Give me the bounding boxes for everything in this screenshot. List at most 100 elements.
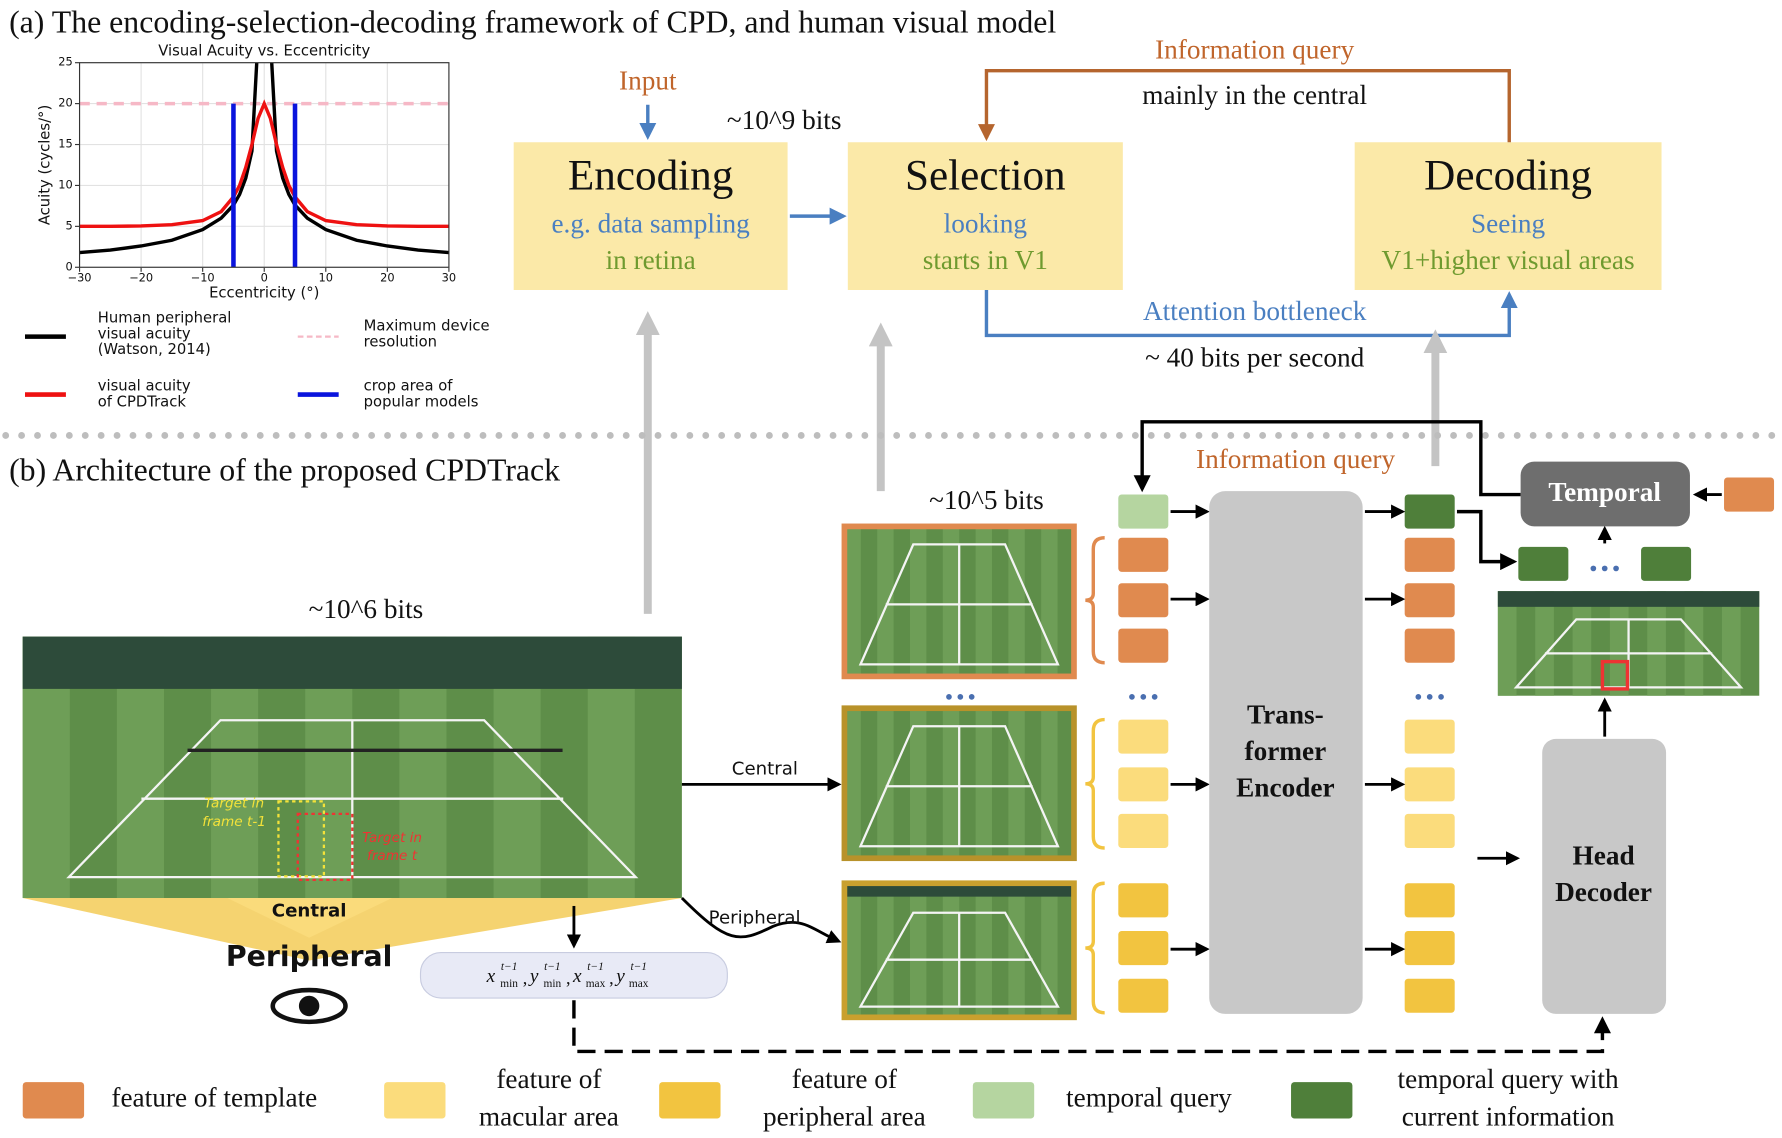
legend-label: popular models xyxy=(364,394,479,411)
coord-sep: , xyxy=(523,968,528,988)
result-box xyxy=(1600,659,1630,691)
court-stripe xyxy=(877,526,894,677)
query-arrow xyxy=(977,68,1511,143)
token xyxy=(1724,477,1775,512)
temporal-label: Temporal xyxy=(1548,477,1661,507)
coords-box xyxy=(419,951,728,999)
ellipsis-dot xyxy=(957,694,964,700)
ellipsis-dot xyxy=(946,694,952,700)
token xyxy=(1118,930,1169,966)
brace xyxy=(1085,717,1105,850)
encoder-label: Trans- xyxy=(1247,700,1324,730)
court-stripe xyxy=(1535,591,1554,696)
coord-var: y xyxy=(528,966,539,987)
ellipsis-dot xyxy=(1151,694,1158,700)
court-stripe xyxy=(1008,883,1025,1018)
legend-label: (Watson, 2014) xyxy=(98,341,211,358)
coord-var: y xyxy=(614,966,625,987)
y-tick-label: 5 xyxy=(66,218,73,232)
ellipsis-dot xyxy=(1601,565,1608,572)
coord-sup: t−1 xyxy=(501,961,518,973)
court-stripe xyxy=(1041,526,1058,677)
crop-frame xyxy=(841,880,1077,1021)
court-stripe xyxy=(844,883,861,1018)
token xyxy=(1404,883,1455,918)
token xyxy=(1118,978,1169,1013)
ellipsis-dot xyxy=(968,694,975,700)
coord-sep: , xyxy=(609,968,614,988)
coord-sup: t−1 xyxy=(587,961,604,973)
token xyxy=(1404,537,1455,572)
temporal-box xyxy=(1520,461,1690,527)
legend-label: temporal query with xyxy=(1398,1064,1619,1094)
decoder-box xyxy=(1542,738,1667,1014)
box-text: in retina xyxy=(606,245,696,275)
data-line xyxy=(270,62,449,255)
encoder-label: Encoder xyxy=(1236,772,1334,802)
crop-frame xyxy=(841,523,1077,680)
target-label: Target in xyxy=(204,796,264,812)
x-tick-label: −10 xyxy=(191,271,215,285)
y-tick-label: 10 xyxy=(58,177,72,191)
court-lines xyxy=(858,911,1060,1008)
legend-swatch xyxy=(1291,1082,1353,1119)
ellipsis-dot xyxy=(1438,694,1444,700)
token xyxy=(1404,494,1455,529)
branch-label: Peripheral xyxy=(709,907,801,928)
box-title: Encoding xyxy=(568,153,733,200)
query-label: Information query xyxy=(1196,444,1395,474)
token xyxy=(1118,767,1169,802)
x-tick-label: 0 xyxy=(261,271,268,285)
coord-sup: t−1 xyxy=(544,961,561,973)
branch-label: Central xyxy=(732,759,798,780)
section-title: (a) The encoding-selection-decoding fram… xyxy=(9,4,1056,39)
brace xyxy=(1085,536,1105,665)
court-stands xyxy=(22,636,682,689)
court-stripe xyxy=(975,708,992,859)
decoder-label: Decoder xyxy=(1555,877,1652,907)
court-stripe xyxy=(942,526,960,677)
legend-label: resolution xyxy=(364,333,437,350)
encoder-box xyxy=(1209,491,1363,1014)
token xyxy=(1118,719,1169,754)
coord-sub: min xyxy=(500,978,518,990)
target-box xyxy=(277,800,326,878)
court-stripe xyxy=(942,708,960,859)
section-title: (b) Architecture of the proposed CPDTrac… xyxy=(9,452,560,487)
bits-label: ~10^5 bits xyxy=(929,485,1044,515)
box-text: e.g. data sampling xyxy=(551,209,750,239)
court-stands xyxy=(1497,591,1760,607)
box-title: Selection xyxy=(905,153,1066,200)
court-stripe xyxy=(844,526,861,677)
coord-sup: t−1 xyxy=(630,961,647,973)
court-stripe xyxy=(877,883,894,1018)
decoding-box xyxy=(1354,142,1662,290)
ellipsis-dot xyxy=(1590,565,1597,572)
crop-frame xyxy=(841,705,1077,862)
target-box xyxy=(296,812,354,881)
ellipsis-dot xyxy=(1613,565,1619,572)
court-stripe xyxy=(877,708,894,859)
token xyxy=(1404,813,1455,849)
court-stripe xyxy=(909,883,927,1018)
target-label: frame t xyxy=(367,848,418,864)
box-text: V1+higher visual areas xyxy=(1382,245,1635,275)
token xyxy=(1404,767,1455,802)
court-stripe xyxy=(1008,526,1025,677)
court-lines xyxy=(858,725,1060,848)
dashed-arrow xyxy=(572,1000,1611,1054)
legend-label: of CPDTrack xyxy=(98,394,187,411)
bits-label: ~10^9 bits xyxy=(727,105,842,135)
token xyxy=(1641,546,1692,581)
legend-swatch xyxy=(659,1082,721,1119)
token xyxy=(1404,930,1455,966)
coord-var: x xyxy=(486,966,496,987)
token xyxy=(1518,546,1569,581)
legend-label: feature of xyxy=(792,1064,898,1094)
eye-icon xyxy=(270,987,348,1025)
selection-box xyxy=(847,142,1123,290)
y-tick-label: 25 xyxy=(58,55,72,69)
legend-label: macular area xyxy=(479,1101,619,1131)
ellipsis-dot xyxy=(1426,694,1433,700)
